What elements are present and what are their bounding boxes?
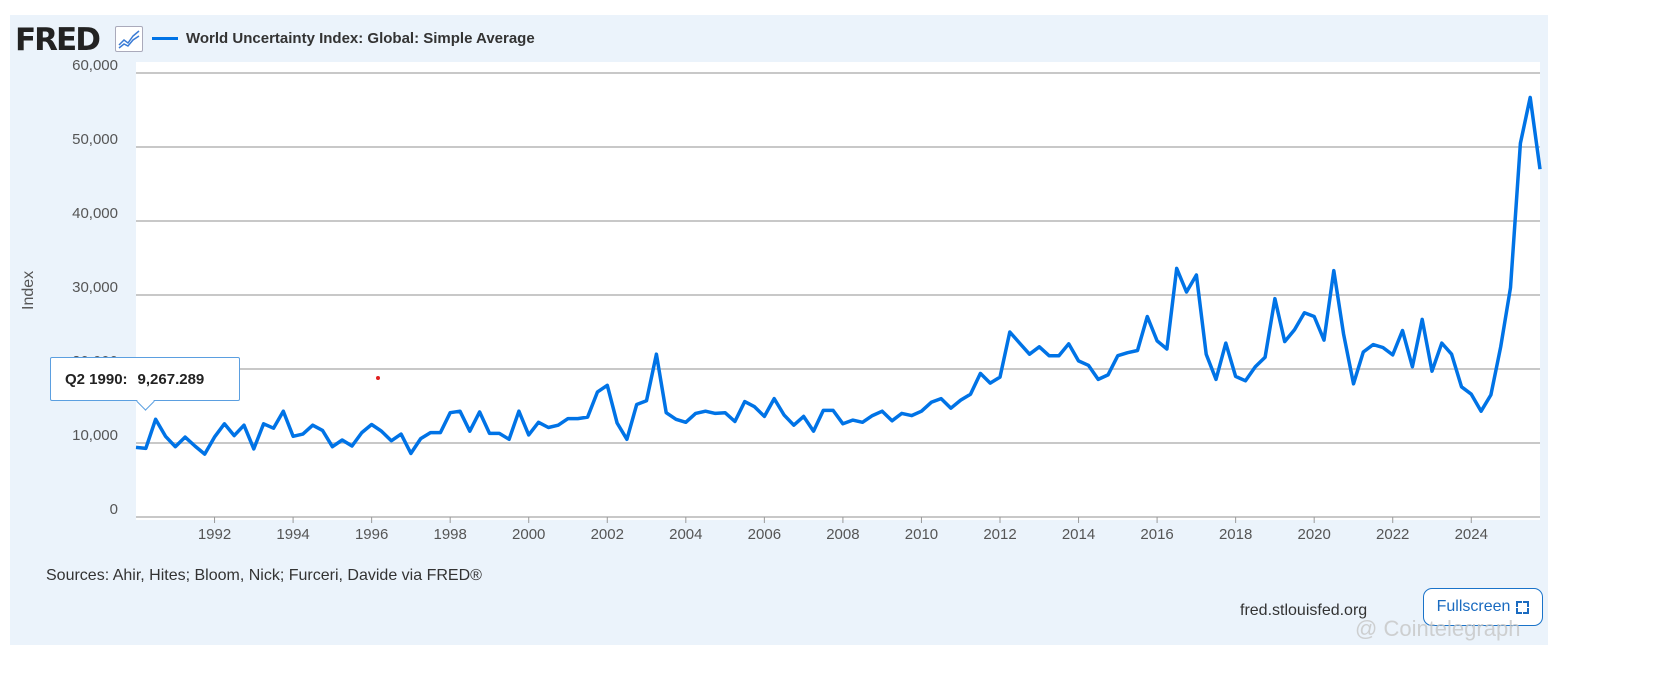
y-tick-label: 50,000 xyxy=(72,131,118,148)
tooltip: Q2 1990: 9,267.289 xyxy=(50,357,240,401)
fred-logo[interactable]: FRED xyxy=(15,22,101,58)
legend-label: World Uncertainty Index: Global: Simple … xyxy=(186,30,535,47)
x-tick-label: 1992 xyxy=(198,526,231,543)
y-tick-label: 40,000 xyxy=(72,205,118,222)
x-tick-label: 1998 xyxy=(433,526,466,543)
x-tick-label: 1996 xyxy=(355,526,388,543)
series-line[interactable] xyxy=(135,95,1542,456)
x-tick-label: 2002 xyxy=(591,526,624,543)
x-tick-label: 2018 xyxy=(1219,526,1252,543)
x-tick-label: 2014 xyxy=(1062,526,1095,543)
x-tick-label: 2020 xyxy=(1297,526,1330,543)
marker-dot xyxy=(376,376,380,380)
y-tick-label: 60,000 xyxy=(72,57,118,74)
x-tick-label: 2004 xyxy=(669,526,702,543)
site-link[interactable]: fred.stlouisfed.org xyxy=(1240,602,1368,619)
x-tick-label: 2016 xyxy=(1140,526,1173,543)
fullscreen-button[interactable]: Fullscreen xyxy=(1423,588,1543,626)
x-tick-label: 2010 xyxy=(905,526,938,543)
x-tick-label: 1994 xyxy=(276,526,309,543)
sources-text: Sources: Ahir, Hites; Bloom, Nick; Furce… xyxy=(46,567,482,584)
y-tick-label: 10,000 xyxy=(72,427,118,444)
x-tick-label: 2022 xyxy=(1376,526,1409,543)
y-tick-label: 30,000 xyxy=(72,279,118,296)
expand-icon xyxy=(1516,600,1530,614)
x-tick-label: 2000 xyxy=(512,526,545,543)
watermark: @ Cointelegraph xyxy=(1355,616,1521,641)
tooltip-label: Q2 1990: xyxy=(65,370,128,388)
x-tick-label: 2012 xyxy=(983,526,1016,543)
fullscreen-label: Fullscreen xyxy=(1436,598,1511,615)
legend: World Uncertainty Index: Global: Simple … xyxy=(152,30,535,47)
x-tick-label: 2006 xyxy=(748,526,781,543)
legend-swatch xyxy=(152,37,178,40)
tooltip-value: 9,267.289 xyxy=(137,370,205,388)
line-chart-icon[interactable] xyxy=(115,26,143,52)
x-tick-label: 2024 xyxy=(1455,526,1488,543)
y-tick-label: 0 xyxy=(110,501,118,518)
y-axis-label: Index xyxy=(20,270,37,310)
x-tick-label: 2008 xyxy=(826,526,859,543)
